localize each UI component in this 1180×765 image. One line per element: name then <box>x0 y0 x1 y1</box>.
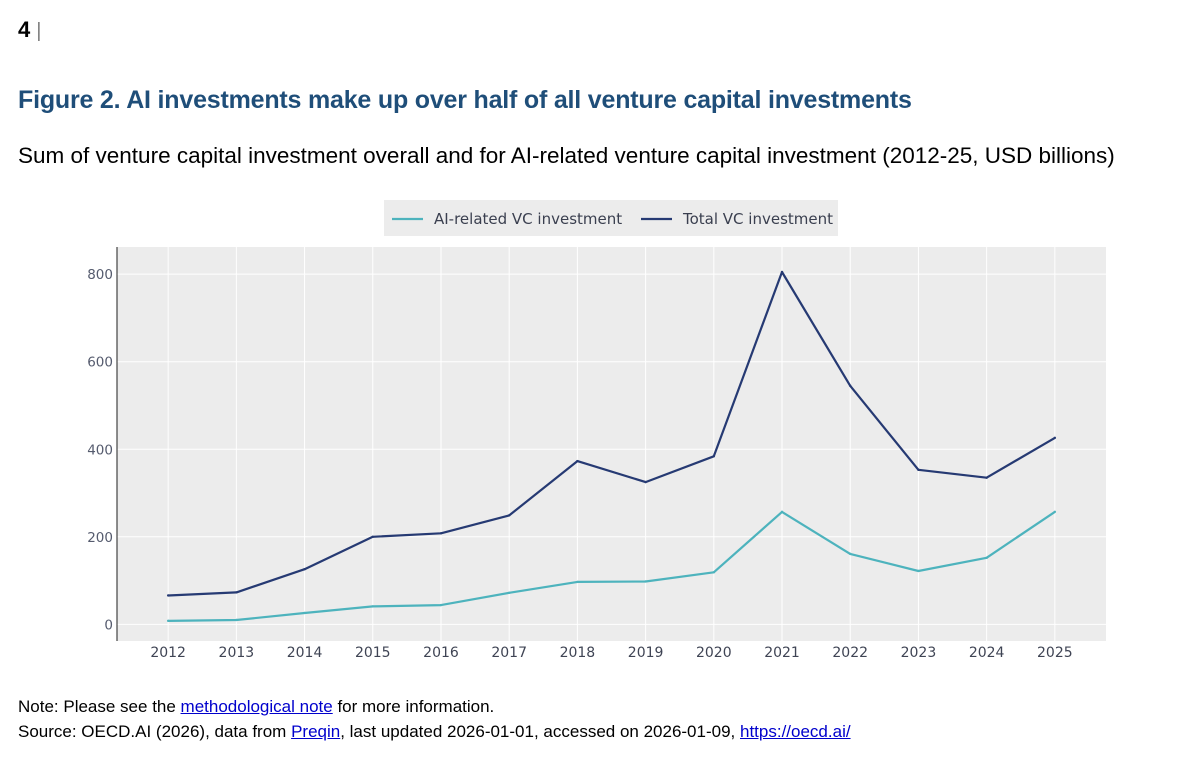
x-tick-label: 2014 <box>287 645 323 661</box>
figure-notes: Note: Please see the methodological note… <box>18 694 851 744</box>
page-number-value: 4 <box>18 17 31 42</box>
source-line: Source: OECD.AI (2026), data from Preqin… <box>18 719 851 744</box>
data-point <box>712 455 716 458</box>
x-tick-label: 2025 <box>1037 645 1073 661</box>
x-tick-label: 2019 <box>628 645 664 661</box>
data-point <box>439 532 443 535</box>
y-tick-label: 200 <box>87 530 113 546</box>
note-prefix: Note: Please see the <box>18 697 181 716</box>
x-tick-label: 2015 <box>355 645 391 661</box>
y-tick-label: 600 <box>87 355 113 371</box>
x-tick-label: 2016 <box>423 645 459 661</box>
data-point <box>235 591 238 594</box>
data-point <box>166 594 170 597</box>
data-point <box>166 619 170 623</box>
data-point <box>917 569 920 573</box>
series-line-total <box>168 270 1056 597</box>
x-tick-label: 2023 <box>901 645 937 661</box>
data-point <box>576 459 579 463</box>
x-tick-label: 2022 <box>832 645 868 661</box>
data-point <box>1053 436 1057 440</box>
data-point <box>235 618 238 622</box>
data-point <box>849 552 852 556</box>
series-line-ai-related <box>168 510 1056 622</box>
note-suffix: for more information. <box>332 697 495 716</box>
data-point <box>371 605 374 608</box>
x-tick-label: 2013 <box>219 645 255 661</box>
y-tick-label: 400 <box>87 442 113 458</box>
source-middle: , last updated 2026-01-01, accessed on 2… <box>340 722 740 741</box>
data-point <box>849 384 852 387</box>
page-number: 4 | <box>18 17 41 43</box>
data-point <box>371 535 374 539</box>
data-point <box>712 571 716 574</box>
data-point <box>985 476 988 479</box>
preqin-link[interactable]: Preqin <box>291 722 341 741</box>
x-tick-label: 2012 <box>150 645 186 661</box>
x-tick-label: 2018 <box>560 645 596 661</box>
legend-label: Total VC investment <box>682 210 833 228</box>
x-tick-label: 2024 <box>969 645 1005 661</box>
y-tick-label: 0 <box>104 617 113 633</box>
page-number-separator: | <box>36 20 42 42</box>
data-point <box>985 556 988 560</box>
x-tick-label: 2021 <box>764 645 800 661</box>
figure-title: Figure 2. AI investments make up over ha… <box>18 86 912 114</box>
plot-background <box>117 247 1106 641</box>
data-point <box>507 591 511 595</box>
data-point <box>303 611 306 615</box>
figure-subtitle: Sum of venture capital investment overal… <box>18 143 1115 168</box>
data-point <box>1053 510 1057 514</box>
data-point <box>303 568 306 571</box>
line-chart: 0 200 400 600 800 2012 2013 2014 2015 2016 2017 201… <box>87 200 1106 661</box>
source-prefix: Source: OECD.AI (2026), data from <box>18 722 292 741</box>
y-tick-label: 800 <box>87 267 113 283</box>
data-point <box>644 580 647 583</box>
data-point <box>507 514 511 517</box>
legend-box <box>384 200 838 236</box>
data-point <box>780 510 784 514</box>
note-line: Note: Please see the methodological note… <box>18 694 851 719</box>
legend-label: AI-related VC investment <box>434 210 622 228</box>
data-point <box>439 603 443 607</box>
data-point <box>780 270 784 274</box>
data-point <box>644 480 647 484</box>
data-point <box>576 580 579 584</box>
x-tick-label: 2017 <box>491 645 527 661</box>
x-tick-label: 2020 <box>696 645 732 661</box>
methodological-note-link[interactable]: methodological note <box>180 697 333 716</box>
data-point <box>917 468 920 472</box>
oecd-ai-link[interactable]: https://oecd.ai/ <box>740 722 851 741</box>
